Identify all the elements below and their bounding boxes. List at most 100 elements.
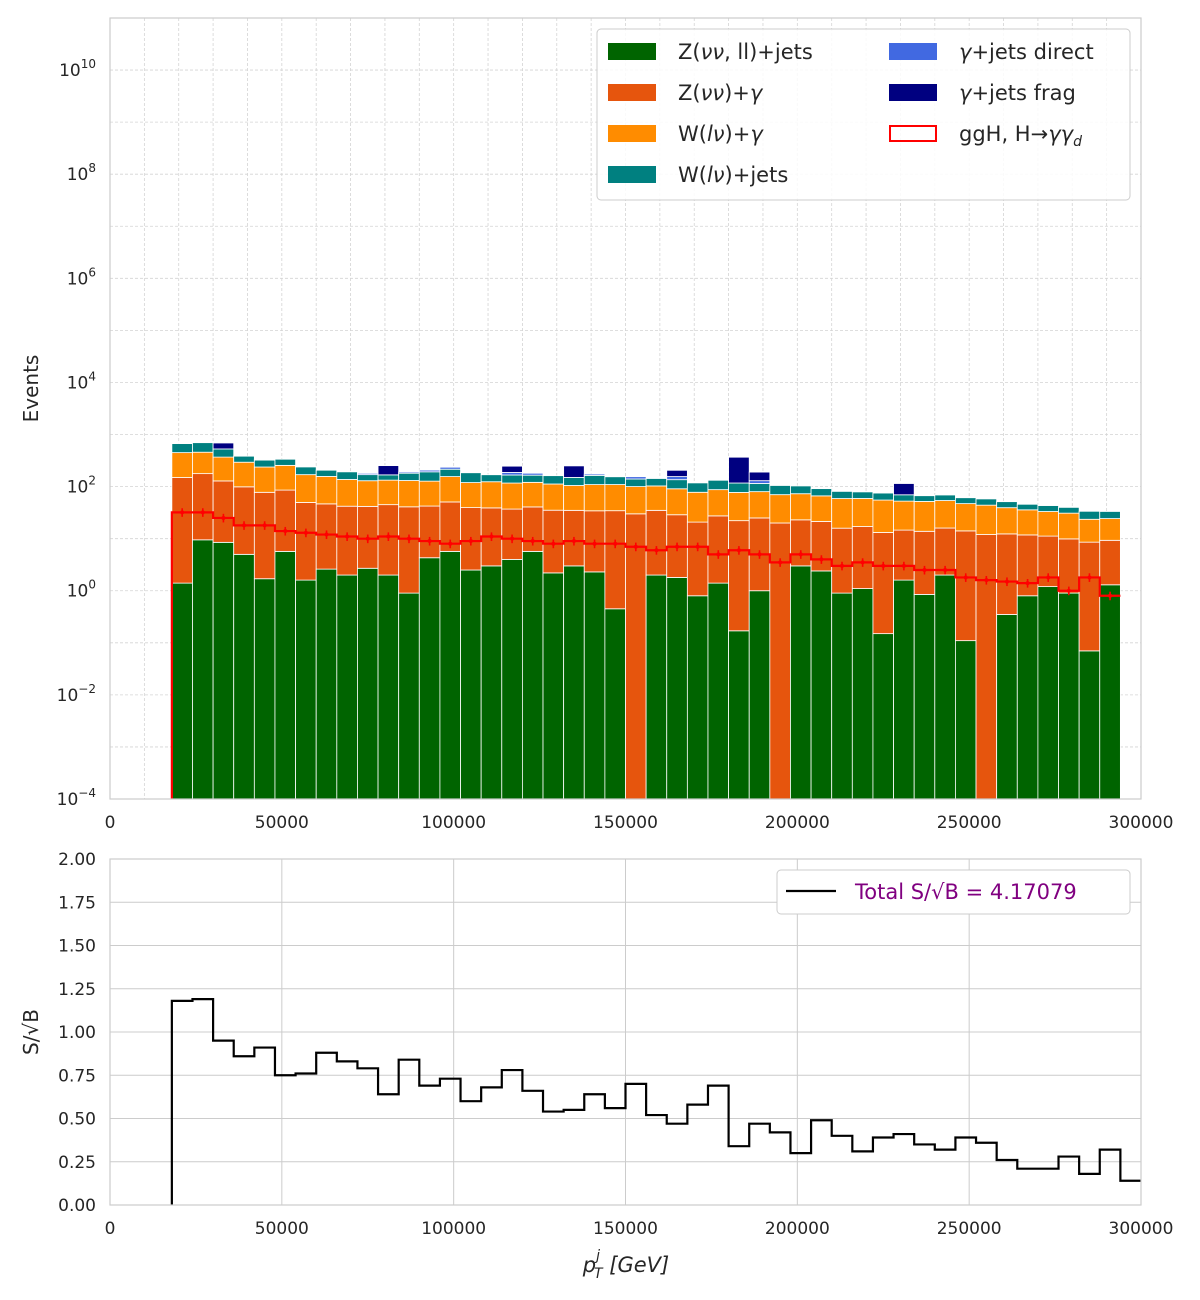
bar-segment xyxy=(996,501,1018,509)
signal-point xyxy=(922,568,927,573)
bar-segment xyxy=(707,479,729,491)
bar-segment xyxy=(851,526,874,589)
legend-label: Z(νν)+γ xyxy=(678,81,764,105)
signal-point xyxy=(716,552,721,557)
x-tick-label: 300000 xyxy=(1109,813,1174,833)
bar-segment xyxy=(274,550,296,800)
signal-point xyxy=(345,534,350,539)
legend: Total S/√B = 4.17079 xyxy=(776,869,1131,915)
bar-segment xyxy=(748,483,771,493)
bar-segment xyxy=(398,472,420,481)
signal-point xyxy=(303,530,308,535)
signal-point xyxy=(736,548,741,553)
bar-segment xyxy=(460,482,482,509)
signal-point xyxy=(881,563,886,568)
bar-segment xyxy=(357,567,379,800)
tick-exponent: 2 xyxy=(88,474,96,488)
x-tick-label: 50000 xyxy=(255,1219,309,1239)
bar-segment xyxy=(1058,538,1080,594)
bar-segment xyxy=(212,448,235,458)
bar-segment xyxy=(460,472,482,483)
y-tick-label: 0.00 xyxy=(58,1196,96,1216)
y-tick-label: 1.25 xyxy=(58,980,96,1000)
y-tick-label: 0.50 xyxy=(58,1110,96,1130)
bar-segment xyxy=(212,480,235,543)
bar-segment xyxy=(666,476,688,481)
bar-segment xyxy=(315,469,338,477)
legend-label: Total S/√B = 4.17079 xyxy=(854,880,1077,904)
bar-segment xyxy=(872,532,894,635)
bar-segment xyxy=(336,471,358,480)
signal-point xyxy=(406,536,411,541)
signal-point xyxy=(489,534,494,539)
y-tick-label: 102 xyxy=(67,474,96,498)
bar-segment xyxy=(480,565,503,800)
bar-segment xyxy=(893,579,915,800)
legend-label: W(lν)+jets xyxy=(678,163,788,187)
y-tick-label: 100 xyxy=(67,578,96,602)
y-tick-label: 1.00 xyxy=(58,1023,96,1043)
tick-base: 10 xyxy=(59,61,81,81)
bar-segment xyxy=(790,565,812,800)
bar-segment xyxy=(1058,512,1080,540)
x-tick-label: 200000 xyxy=(765,1219,830,1239)
legend-label-part: , ll)+jets xyxy=(724,40,813,64)
signal-point xyxy=(448,541,453,546)
signal-point xyxy=(1046,575,1051,580)
bar-segment xyxy=(192,539,214,800)
bar-segment xyxy=(893,494,915,502)
signal-point xyxy=(221,515,226,520)
bar-segment xyxy=(666,577,688,800)
bar-segment xyxy=(274,489,296,552)
bar-segment xyxy=(625,486,647,515)
signal-point xyxy=(675,544,680,549)
legend-label-part: → xyxy=(1031,122,1049,146)
legend: Z(νν, ll)+jetsZ(νν)+γW(lν)+γW(lν)+jetsγ+… xyxy=(596,28,1131,201)
bar-segment xyxy=(357,480,379,507)
bar-segment xyxy=(790,519,812,567)
legend-swatch xyxy=(889,125,937,142)
legend-label-part: Z( xyxy=(678,81,701,105)
bar-segment xyxy=(460,569,482,800)
bar-segment xyxy=(831,490,853,499)
x-tick-label: 150000 xyxy=(593,1219,658,1239)
x-tick-label: 200000 xyxy=(765,813,830,833)
bar-segment xyxy=(872,499,894,533)
bar-segment xyxy=(1099,511,1121,519)
signal-point xyxy=(819,557,824,562)
bar-segment xyxy=(831,498,853,529)
bar-segment xyxy=(707,489,729,517)
bar-segment xyxy=(625,476,647,480)
signal-point xyxy=(1025,581,1030,586)
x-tick-label: 100000 xyxy=(421,813,486,833)
bar-segment xyxy=(295,465,317,468)
legend-box xyxy=(596,28,1131,201)
signal-point xyxy=(613,541,618,546)
bar-segment xyxy=(645,485,668,511)
y-tick-label: 106 xyxy=(67,265,96,289)
tick-base: 10 xyxy=(67,165,89,185)
signal-point xyxy=(242,523,247,528)
tick-base: 10 xyxy=(67,478,89,498)
bar-segment xyxy=(872,633,894,800)
bar-segment xyxy=(728,456,750,484)
bar-segment xyxy=(1078,518,1101,543)
legend-swatch xyxy=(608,166,656,183)
x-tick-label: 100000 xyxy=(421,1219,486,1239)
bar-segment xyxy=(398,480,420,508)
bar-segment xyxy=(542,483,565,511)
bar-segment xyxy=(707,582,729,800)
legend-label-part: lν xyxy=(707,163,725,187)
bar-segment xyxy=(790,485,812,495)
legend-label-part: Z( xyxy=(678,40,701,64)
tick-base: 10 xyxy=(67,582,89,602)
bar-segment xyxy=(666,469,688,477)
signal-step-line xyxy=(170,511,1121,799)
bar-segment xyxy=(893,529,915,581)
bar-segment xyxy=(728,520,750,632)
bar-segment xyxy=(1016,595,1039,800)
bar-segment xyxy=(295,579,317,800)
signal-point xyxy=(365,536,370,541)
bar-segment xyxy=(913,594,936,800)
bar-segment xyxy=(790,493,812,521)
